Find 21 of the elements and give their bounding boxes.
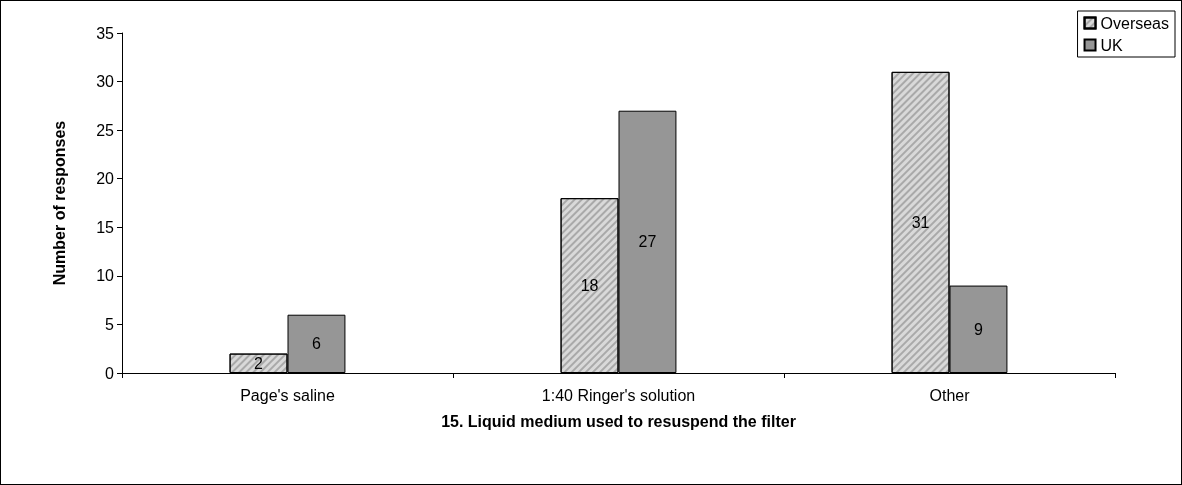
y-tick-label: 20	[96, 170, 115, 188]
y-tick-label: 25	[96, 121, 115, 139]
legend-label: UK	[1100, 36, 1124, 54]
y-axis-title: Number of responses	[50, 120, 68, 286]
x-axis-title: 15. Liquid medium used to resuspend the filter	[441, 412, 796, 430]
x-tick-label: 1:40 Ringer's solution	[541, 386, 696, 404]
y-tick-label: 30	[96, 73, 115, 91]
y-tick-label: 35	[96, 24, 115, 42]
legend-label: Overseas	[1100, 14, 1169, 32]
data-label: 9	[974, 320, 984, 338]
data-label: 2	[254, 354, 264, 372]
data-label: 27	[638, 233, 657, 251]
y-tick-label: 0	[105, 364, 115, 382]
y-tick-label: 10	[96, 267, 115, 285]
y-tick-label: 15	[96, 218, 115, 236]
data-label: 6	[312, 335, 322, 353]
data-label: 18	[580, 277, 599, 295]
x-tick-label: Other	[929, 386, 971, 404]
data-label: 31	[911, 213, 930, 231]
x-tick-label: Page's saline	[240, 386, 335, 404]
y-tick-label: 5	[105, 315, 115, 333]
